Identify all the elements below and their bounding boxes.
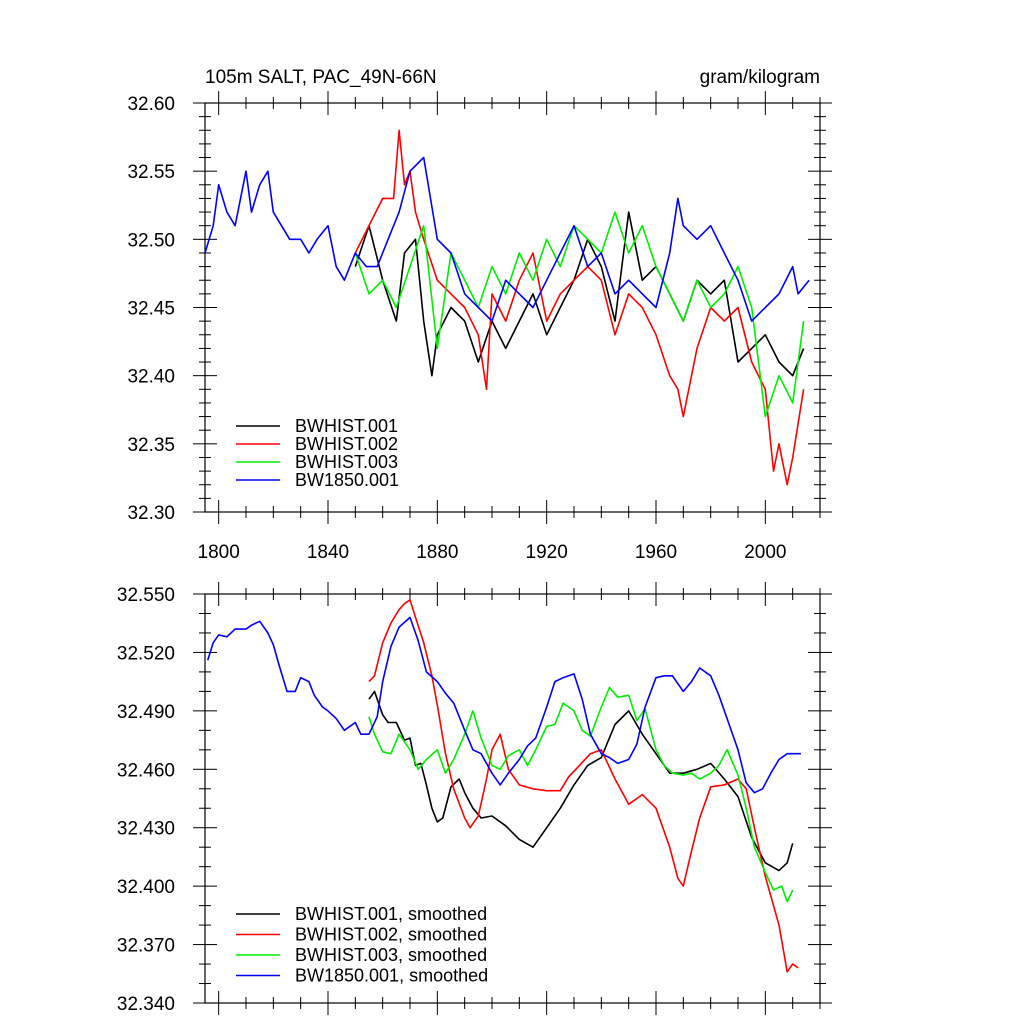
y-tick-label: 32.45 [127,299,175,320]
plot-frame [204,593,821,1004]
legend-label: BW1850.001, smoothed [295,966,488,986]
series-line-bwhist-002 [354,129,805,486]
legend-label: BWHIST.003 [295,452,398,472]
y-tick-label: 32.550 [117,585,175,606]
y-tick-label: 32.520 [117,643,175,664]
chart-bottom-smoothed: 32.340 32.370 32.400 32.430 32.460 32.490 32.5… [117,582,832,1015]
legend-label: BW1850.001 [295,470,399,490]
x-tick-label: 1880 [416,542,458,563]
y-tick-label: 32.340 [117,994,175,1015]
chart-units: gram/kilogram [700,67,820,88]
y-tick-label: 32.490 [117,702,175,723]
series-line-bwhist-003-smoothed [368,686,794,903]
x-tick-label: 1800 [198,542,240,563]
y-tick-label: 32.30 [127,503,175,524]
y-tick-label: 32.50 [127,230,175,251]
series-line-bwhist-002-smoothed [368,598,799,973]
legend-label: BWHIST.002 [295,434,398,454]
series-line-bwhist-003 [354,211,805,418]
chart-title: 105m SALT, PAC_49N-66N [205,67,437,88]
x-tick-label: 1920 [526,542,568,563]
legend-label: BWHIST.002, smoothed [295,925,487,945]
series-line-bw1850-001-smoothed [206,616,801,794]
y-tick-label: 32.35 [127,435,175,456]
series-line-bwhist-001 [354,211,805,377]
y-tick-label: 32.460 [117,760,175,781]
chart-top-salinity: 105m SALT, PAC_49N-66N gram/kilogram 180… [127,67,832,563]
y-tick-label: 32.400 [117,877,175,898]
series-line-bwhist-001-smoothed [368,690,794,872]
x-tick-label: 2000 [744,542,786,563]
legend-label: BWHIST.003, smoothed [295,945,487,965]
x-tick-label: 1840 [307,542,349,563]
y-tick-label: 32.370 [117,936,175,957]
y-tick-label: 32.60 [127,94,175,115]
series-line-bw1850-001 [204,156,810,322]
x-tick-label: 1960 [635,542,677,563]
y-tick-label: 32.430 [117,819,175,840]
legend-label: BWHIST.001 [295,416,398,436]
y-tick-label: 32.40 [127,367,175,388]
legend-label: BWHIST.001, smoothed [295,904,487,924]
y-tick-label: 32.55 [127,162,175,183]
